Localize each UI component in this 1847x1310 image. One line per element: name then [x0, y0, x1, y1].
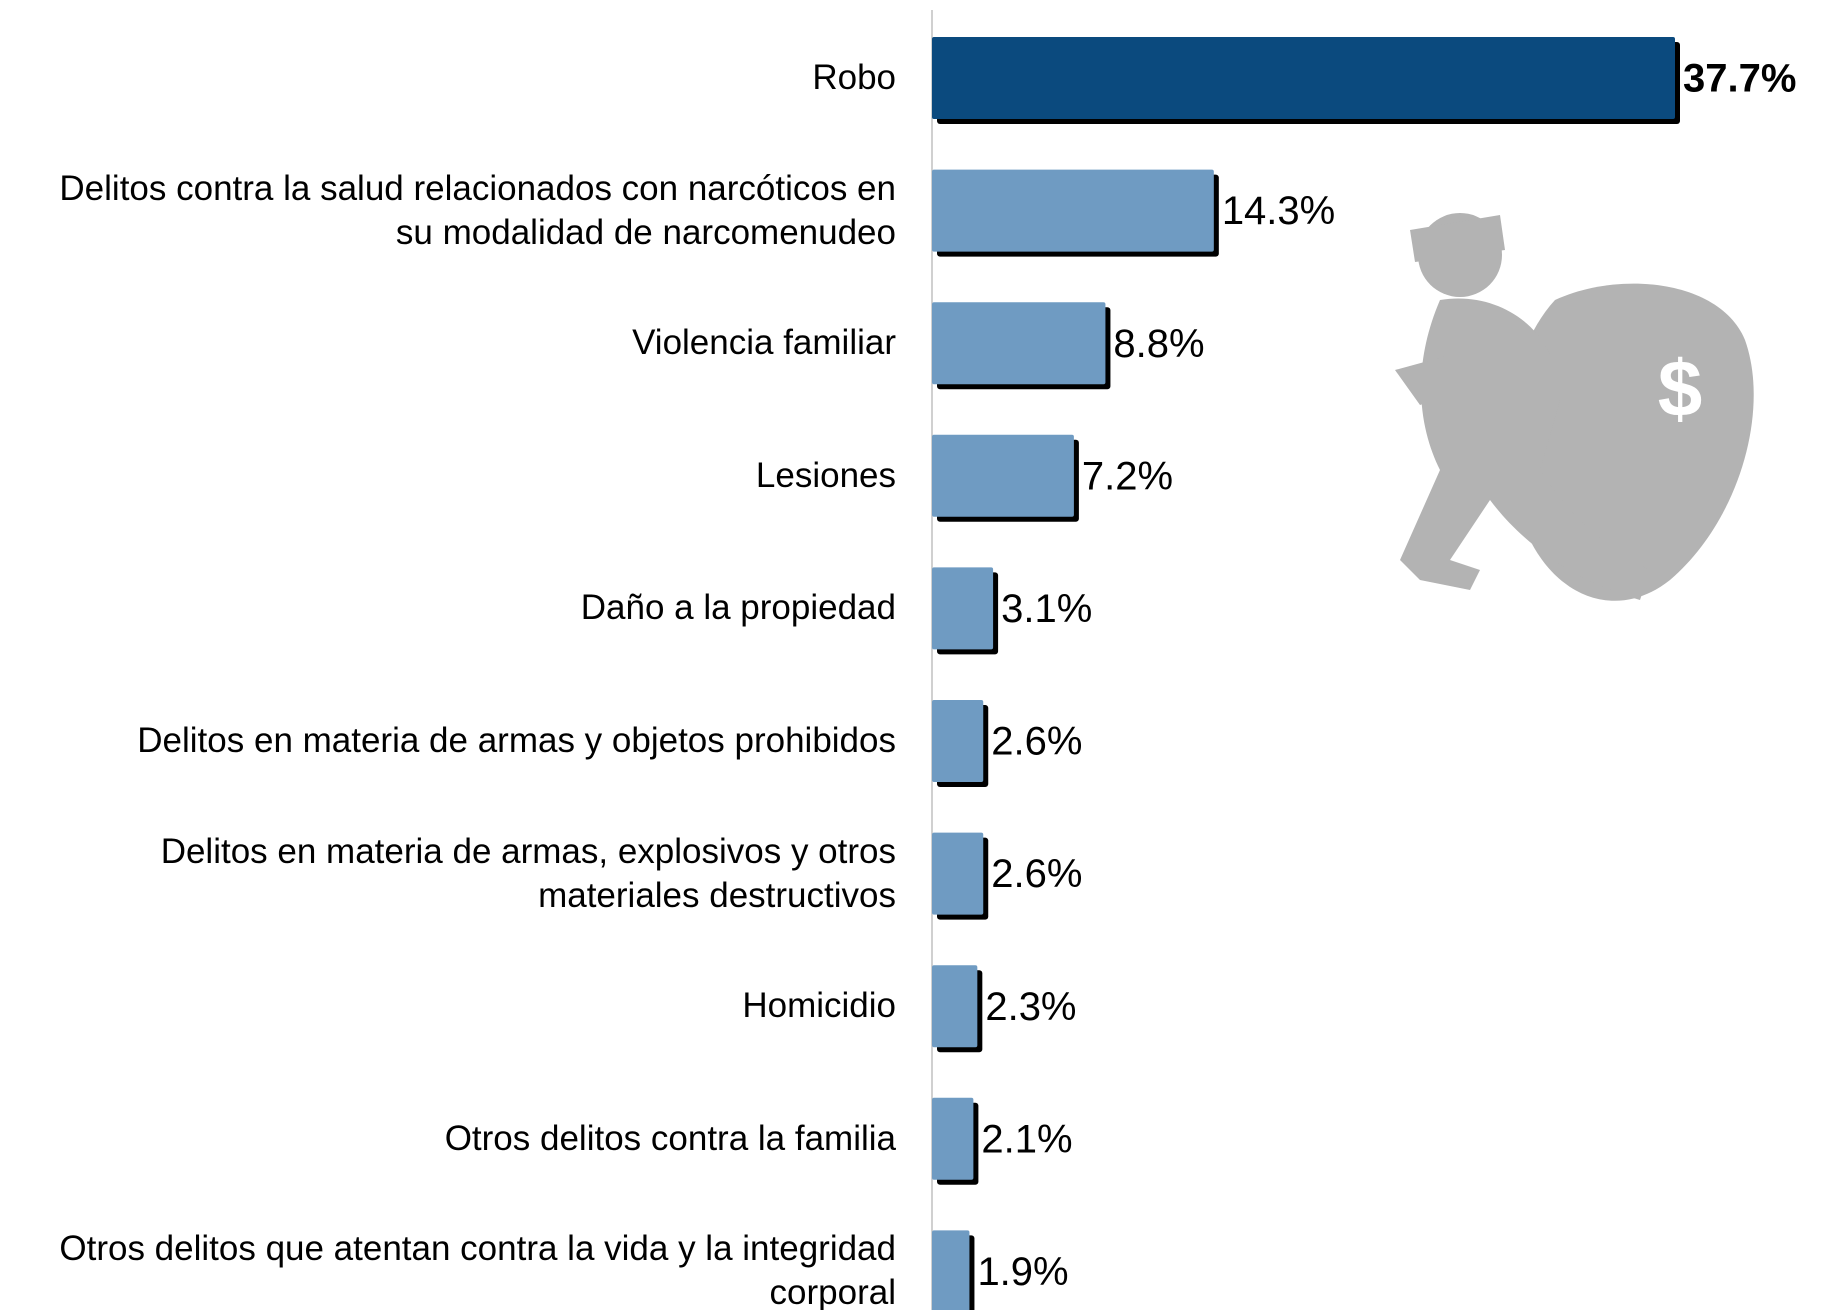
dollar-sign: $ — [1658, 344, 1703, 433]
value-label: 3.1% — [1001, 587, 1092, 631]
category-label: Otros delitos contra la familia — [444, 1118, 896, 1158]
category-label: Violencia familiar — [632, 323, 896, 363]
bar — [932, 302, 1106, 385]
value-label: 2.1% — [981, 1117, 1072, 1161]
category-label: Delitos en materia de armas, explosivos … — [160, 831, 896, 915]
value-label: 2.6% — [991, 852, 1082, 896]
bar — [932, 434, 1074, 517]
thief-icon — [1395, 213, 1754, 601]
bar — [932, 567, 994, 650]
category-label: Robo — [812, 58, 896, 97]
bar — [932, 169, 1214, 252]
bar — [932, 965, 978, 1048]
bar — [932, 700, 984, 782]
category-label: Homicidio — [742, 986, 896, 1026]
value-label: 1.9% — [977, 1250, 1068, 1294]
value-label: 37.7% — [1683, 57, 1796, 101]
category-label: Otros delitos que atentan contra la vida… — [59, 1229, 896, 1310]
value-label: 2.3% — [985, 985, 1076, 1029]
bar — [932, 37, 1675, 119]
bar — [932, 832, 984, 915]
category-label: Delitos en materia de armas y objetos pr… — [137, 721, 896, 760]
category-label: Delitos contra la salud relacionados con… — [59, 168, 896, 252]
value-label: 8.8% — [1113, 322, 1204, 366]
value-label: 14.3% — [1222, 189, 1335, 233]
bar — [932, 1097, 974, 1180]
category-label: Lesiones — [755, 455, 896, 495]
bar — [932, 1230, 970, 1310]
value-label: 2.6% — [991, 720, 1082, 764]
category-label: Daño a la propiedad — [580, 588, 896, 628]
value-label: 7.2% — [1082, 454, 1173, 498]
